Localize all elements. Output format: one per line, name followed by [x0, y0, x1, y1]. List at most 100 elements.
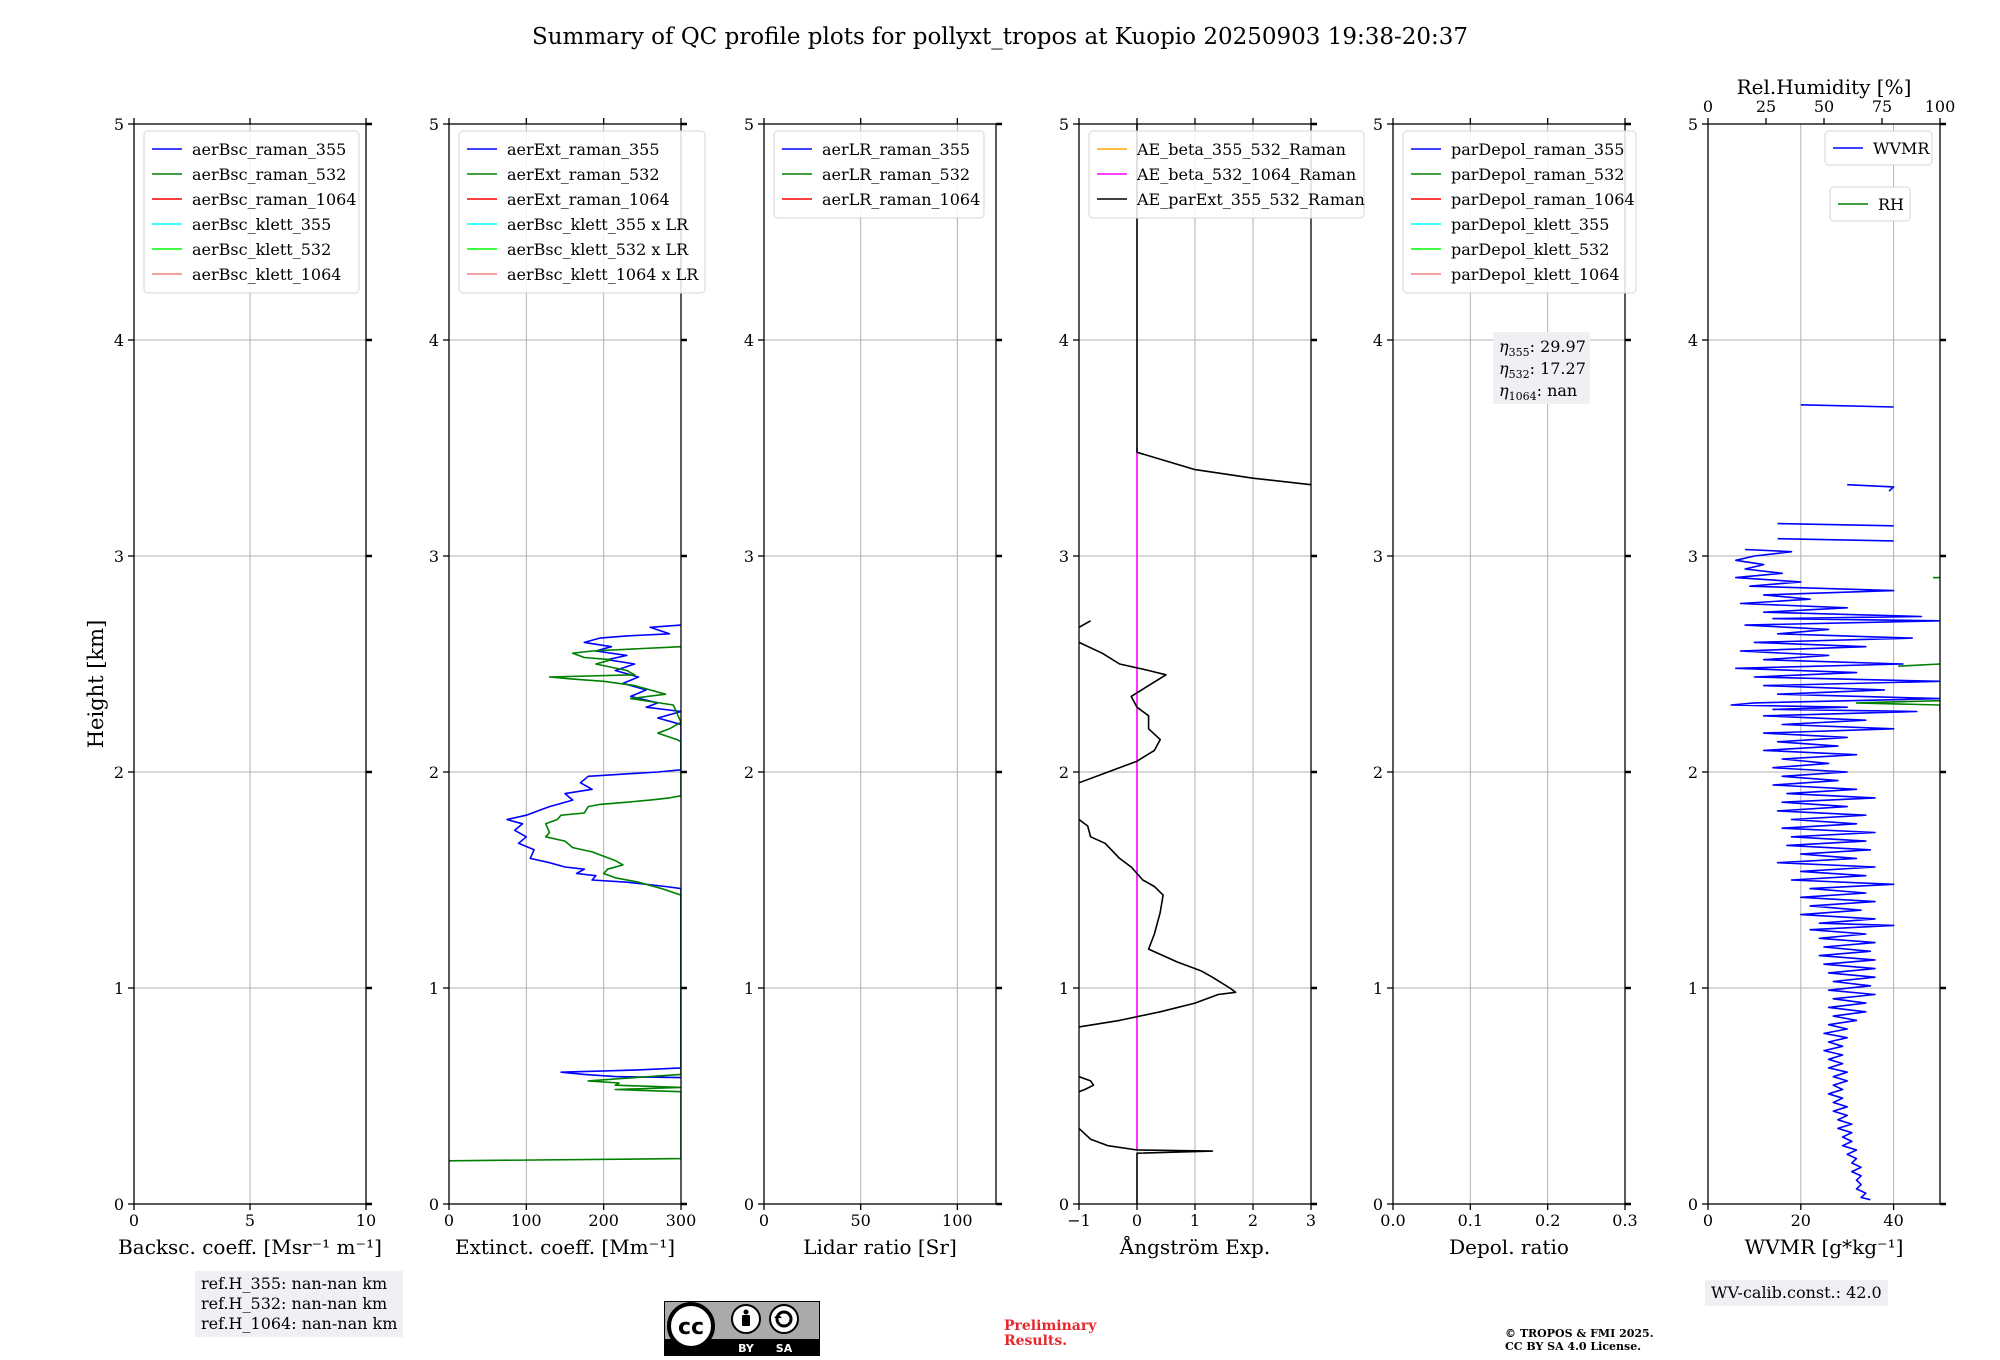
xtick-label: 0 [129, 1211, 139, 1230]
ref-height-1064: ref.H_1064: nan-nan km [201, 1314, 398, 1333]
legend-label: parDepol_raman_1064 [1451, 190, 1635, 209]
ytick-label: 2 [744, 763, 754, 782]
ytick-label: 0 [744, 1195, 754, 1214]
legend-label: aerBsc_klett_355 [192, 215, 331, 234]
ytick-label: 5 [744, 115, 754, 134]
series-aerExt_raman_355 [506, 624, 681, 1079]
ytick-label: 0 [1059, 1195, 1069, 1214]
xaxis-label: Lidar ratio [Sr] [803, 1235, 957, 1259]
legend-label: aerBsc_klett_1064 [192, 265, 341, 284]
axes-frame [448, 123, 682, 1205]
xtick-label: 200 [588, 1211, 619, 1230]
top-xtick-label: 75 [1872, 97, 1892, 116]
ytick-label: 5 [1373, 115, 1383, 134]
eta-annotation-line: η355: 29.97 [1499, 337, 1586, 359]
ytick-label: 2 [1688, 763, 1698, 782]
xtick-label: 0.2 [1535, 1211, 1560, 1230]
reference-height-box: ref.H_355: nan-nan km ref.H_532: nan-nan… [195, 1271, 404, 1337]
panel-1: 0 1 2 3 4 5 0 5 10 Backsc. coeff. [Msr⁻¹ m⁻¹] aerB… [114, 115, 382, 1259]
legend-label: aerLR_raman_1064 [822, 190, 980, 209]
ytick-label: 0 [1373, 1195, 1383, 1214]
legend-label: aerBsc_klett_355 x LR [507, 215, 689, 234]
xtick-label: −1 [1067, 1211, 1091, 1230]
xtick-label: 100 [511, 1211, 542, 1230]
ytick-label: 5 [1688, 115, 1698, 134]
figure-title: Summary of QC profile plots for pollyxt_… [532, 24, 1468, 50]
top-xaxis-label: Rel.Humidity [%] [1737, 75, 1912, 99]
legend-label: aerBsc_klett_532 [192, 240, 331, 259]
ytick-label: 5 [114, 115, 124, 134]
legend-label: parDepol_raman_532 [1451, 165, 1624, 184]
series-RH [1898, 663, 1940, 667]
legend-label: aerExt_raman_1064 [507, 190, 670, 209]
xtick-label: 300 [666, 1211, 697, 1230]
ref-height-532: ref.H_532: nan-nan km [201, 1294, 388, 1313]
xtick-label: 0 [1703, 1211, 1713, 1230]
ytick-label: 1 [429, 979, 439, 998]
xtick-label: 40 [1883, 1211, 1903, 1230]
shared-ylabel: Height [km] [84, 620, 108, 749]
sa-sharealike-icon [769, 1304, 799, 1334]
ytick-label: 1 [1688, 979, 1698, 998]
xtick-label: 0.1 [1458, 1211, 1483, 1230]
legend-label: aerExt_raman_355 [507, 140, 660, 159]
ytick-label: 4 [1688, 331, 1698, 350]
series-WVMR [1777, 522, 1894, 527]
legend-label: WVMR [1873, 139, 1930, 158]
ytick-label: 2 [1373, 763, 1383, 782]
xaxis-label: Depol. ratio [1449, 1235, 1569, 1259]
legend-label: parDepol_klett_532 [1451, 240, 1609, 259]
legend-label: parDepol_klett_355 [1451, 215, 1609, 234]
legend-label: parDepol_raman_355 [1451, 140, 1624, 159]
series-AE_parExt_355_532_Raman [1079, 620, 1091, 628]
ytick-label: 5 [1059, 115, 1069, 134]
ytick-label: 3 [429, 547, 439, 566]
panel-2: 0 1 2 3 4 5 0 100 200 300 Extinct. coeff. [Mm⁻¹] ae… [429, 115, 706, 1259]
preliminary-note: Preliminary Results. [1004, 1319, 1096, 1349]
by-attribution-icon [731, 1304, 761, 1334]
xaxis-label: Extinct. coeff. [Mm⁻¹] [455, 1235, 675, 1259]
legend-box [1829, 186, 1911, 222]
eta-annotation-line: η532: 17.27 [1499, 359, 1586, 381]
series-WVMR [1730, 548, 1940, 1201]
legend-label: AE_beta_532_1064_Raman [1136, 165, 1356, 184]
xtick-label: 1 [1190, 1211, 1200, 1230]
top-xtick-label: 50 [1814, 97, 1834, 116]
ytick-label: 4 [1373, 331, 1383, 350]
ytick-label: 1 [114, 979, 124, 998]
ytick-label: 4 [744, 331, 754, 350]
xtick-label: 3 [1306, 1211, 1316, 1230]
ytick-label: 1 [744, 979, 754, 998]
legend-label: aerBsc_klett_1064 x LR [507, 265, 699, 284]
xtick-label: 0 [1132, 1211, 1142, 1230]
eta-annotation-box [1493, 332, 1590, 404]
series-AE_parExt_355_532_Raman [1136, 124, 1311, 486]
ytick-label: 3 [1373, 547, 1383, 566]
axes-frame [763, 123, 997, 1205]
legend-label: aerBsc_raman_532 [192, 165, 346, 184]
eta-annotation-line: η1064: nan [1499, 381, 1577, 403]
ytick-label: 3 [744, 547, 754, 566]
legend-label: aerExt_raman_532 [507, 165, 660, 184]
cc-license-badge: cc BY SA [663, 1300, 821, 1357]
ytick-label: 1 [1373, 979, 1383, 998]
xtick-label: 10 [356, 1211, 376, 1230]
xaxis-label: Backsc. coeff. [Msr⁻¹ m⁻¹] [118, 1235, 382, 1259]
ytick-label: 4 [114, 331, 124, 350]
ytick-label: 1 [1059, 979, 1069, 998]
wv-calibration-box: WV-calib.const.: 42.0 [1705, 1280, 1888, 1306]
ytick-label: 4 [429, 331, 439, 350]
copyright-line-1: © TROPOS & FMI 2025. [1505, 1327, 1654, 1340]
xtick-label: 0.3 [1612, 1211, 1637, 1230]
legend-label: AE_beta_355_532_Raman [1136, 140, 1346, 159]
ytick-label: 3 [1059, 547, 1069, 566]
xtick-label: 5 [245, 1211, 255, 1230]
xtick-label: 50 [850, 1211, 870, 1230]
legend-label: aerBsc_klett_532 x LR [507, 240, 689, 259]
legend-label: RH [1878, 195, 1904, 214]
series-AE_parExt_355_532_Raman [1079, 641, 1167, 784]
ytick-label: 0 [114, 1195, 124, 1214]
